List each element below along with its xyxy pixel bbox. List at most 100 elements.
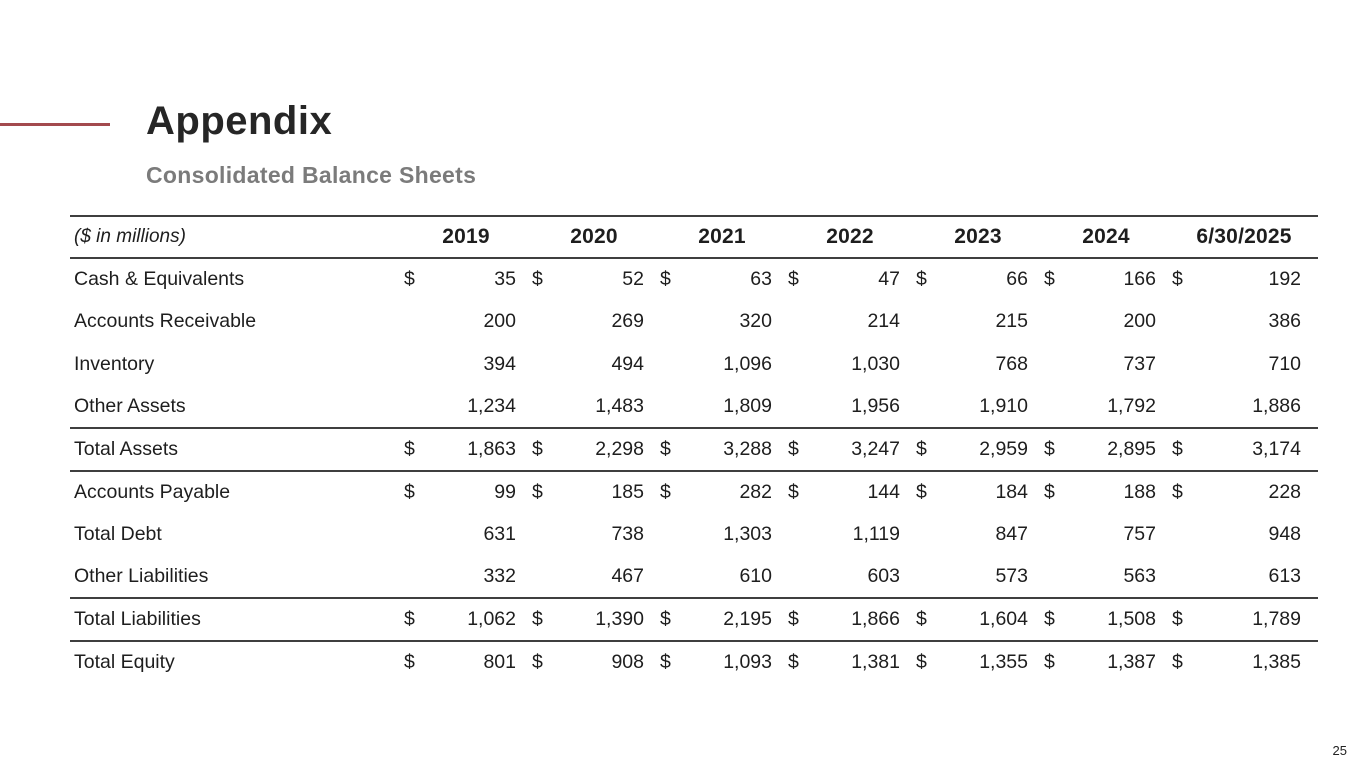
currency-symbol-cell bbox=[1170, 556, 1200, 599]
currency-symbol-cell: $ bbox=[1170, 597, 1200, 642]
currency-symbol-cell: $ bbox=[916, 268, 927, 291]
value-cell: 467 bbox=[611, 564, 644, 587]
page-number: 25 bbox=[1332, 743, 1347, 758]
value-cell: 47 bbox=[878, 268, 900, 291]
row-label: Total Assets bbox=[70, 427, 402, 472]
currency-symbol-cell bbox=[914, 386, 944, 429]
value-cell: 573 bbox=[995, 564, 1028, 587]
currency-symbol-cell: $ bbox=[1170, 427, 1200, 472]
value-cell: 386 bbox=[1268, 310, 1302, 333]
value-cell: 269 bbox=[611, 310, 644, 333]
value-cell: 1,355 bbox=[979, 650, 1028, 673]
value-cell: 2,195 bbox=[688, 597, 786, 642]
currency-symbol-cell bbox=[530, 301, 560, 344]
row-label: Cash & Equivalents bbox=[74, 268, 245, 291]
currency-symbol-cell: $ bbox=[658, 597, 688, 642]
row-label: Total Liabilities bbox=[70, 597, 402, 642]
currency-symbol-cell bbox=[402, 386, 432, 429]
currency-symbol-cell: $ bbox=[786, 597, 816, 642]
column-header-2022: 2022 bbox=[786, 215, 914, 259]
row-label: Other Liabilities bbox=[74, 564, 209, 587]
currency-symbol-cell bbox=[914, 301, 944, 344]
value-cell: 908 bbox=[611, 650, 644, 673]
currency-symbol-cell bbox=[658, 386, 688, 429]
balance-sheet-table-container: ($ in millions) 2019 2020 2021 2022 2023 2024… bbox=[70, 215, 1319, 683]
table-row: Other Liabilities 332 467 610 603 573 563 613 bbox=[70, 556, 1318, 599]
currency-symbol-cell: $ bbox=[404, 268, 415, 291]
value-cell: 1,119 bbox=[852, 522, 900, 545]
table-row: Total Debt 631 738 1,303 1,119 847 757 948 bbox=[70, 513, 1318, 556]
currency-symbol-cell bbox=[786, 343, 816, 386]
column-header-2021: 2021 bbox=[658, 215, 786, 259]
value-cell: 948 bbox=[1268, 522, 1302, 545]
currency-symbol-cell bbox=[1042, 301, 1072, 344]
currency-symbol-cell bbox=[402, 301, 432, 344]
currency-symbol-cell: $ bbox=[788, 650, 799, 673]
value-cell: 1,863 bbox=[432, 427, 530, 472]
currency-symbol-cell bbox=[1170, 513, 1200, 556]
table-row: Total Assets $1,863 $2,298 $3,288 $3,247 $2,9… bbox=[70, 427, 1319, 472]
column-header-2024: 2024 bbox=[1042, 215, 1170, 259]
value-cell: 66 bbox=[1006, 268, 1028, 291]
currency-symbol-cell bbox=[1042, 556, 1072, 599]
currency-symbol-cell bbox=[786, 386, 816, 429]
value-cell: 768 bbox=[995, 352, 1028, 375]
table-row: Total Liabilities $1,062 $1,390 $2,195 $1,86… bbox=[70, 597, 1319, 642]
value-cell: 188 bbox=[1123, 480, 1156, 503]
currency-symbol-cell bbox=[1042, 386, 1072, 429]
currency-symbol-cell bbox=[914, 513, 944, 556]
currency-symbol-cell: $ bbox=[1172, 268, 1183, 291]
row-label: Accounts Receivable bbox=[74, 310, 257, 333]
value-cell: 320 bbox=[739, 310, 772, 333]
value-cell: 1,604 bbox=[944, 597, 1042, 642]
currency-symbol-cell: $ bbox=[532, 480, 543, 503]
currency-symbol-cell bbox=[1170, 386, 1200, 429]
currency-symbol-cell bbox=[786, 556, 816, 599]
value-cell: 801 bbox=[483, 650, 516, 673]
value-cell: 2,959 bbox=[944, 427, 1042, 472]
currency-symbol-cell bbox=[786, 513, 816, 556]
value-cell: 185 bbox=[611, 480, 644, 503]
value-cell: 2,298 bbox=[560, 427, 658, 472]
column-header-2020: 2020 bbox=[530, 215, 658, 259]
value-cell: 215 bbox=[995, 310, 1028, 333]
currency-symbol-cell: $ bbox=[914, 427, 944, 472]
currency-symbol-cell: $ bbox=[660, 650, 671, 673]
currency-symbol-cell: $ bbox=[1042, 427, 1072, 472]
value-cell: 1,387 bbox=[1107, 650, 1156, 673]
value-cell: 99 bbox=[494, 480, 516, 503]
value-cell: 1,886 bbox=[1252, 394, 1302, 417]
value-cell: 1,910 bbox=[979, 394, 1028, 417]
slide-header: Appendix Consolidated Balance Sheets bbox=[146, 98, 476, 189]
table-row: Accounts Receivable 200 269 320 214 215 200 386 bbox=[70, 301, 1318, 344]
value-cell: 757 bbox=[1123, 522, 1156, 545]
value-cell: 847 bbox=[995, 522, 1028, 545]
currency-symbol-cell: $ bbox=[660, 480, 671, 503]
value-cell: 1,956 bbox=[851, 394, 900, 417]
currency-symbol-cell bbox=[1170, 343, 1200, 386]
currency-symbol-cell: $ bbox=[916, 480, 927, 503]
currency-symbol-cell bbox=[914, 556, 944, 599]
value-cell: 332 bbox=[483, 564, 516, 587]
currency-symbol-cell: $ bbox=[404, 650, 415, 673]
currency-symbol-cell bbox=[530, 343, 560, 386]
value-cell: 52 bbox=[622, 268, 644, 291]
value-cell: 1,390 bbox=[560, 597, 658, 642]
row-label: Total Debt bbox=[74, 522, 162, 545]
column-header-2023: 2023 bbox=[914, 215, 1042, 259]
value-cell: 737 bbox=[1123, 352, 1156, 375]
value-cell: 1,303 bbox=[723, 522, 772, 545]
value-cell: 1,866 bbox=[816, 597, 914, 642]
currency-symbol-cell: $ bbox=[532, 268, 543, 291]
value-cell: 3,288 bbox=[688, 427, 786, 472]
value-cell: 228 bbox=[1268, 480, 1302, 503]
value-cell: 1,030 bbox=[851, 352, 900, 375]
currency-symbol-cell: $ bbox=[402, 427, 432, 472]
currency-symbol-cell bbox=[402, 343, 432, 386]
currency-symbol-cell bbox=[1042, 513, 1072, 556]
value-cell: 214 bbox=[867, 310, 900, 333]
value-cell: 1,096 bbox=[723, 352, 772, 375]
value-cell: 603 bbox=[867, 564, 900, 587]
value-cell: 563 bbox=[1123, 564, 1156, 587]
balance-sheet-table: ($ in millions) 2019 2020 2021 2022 2023 2024… bbox=[70, 215, 1319, 683]
